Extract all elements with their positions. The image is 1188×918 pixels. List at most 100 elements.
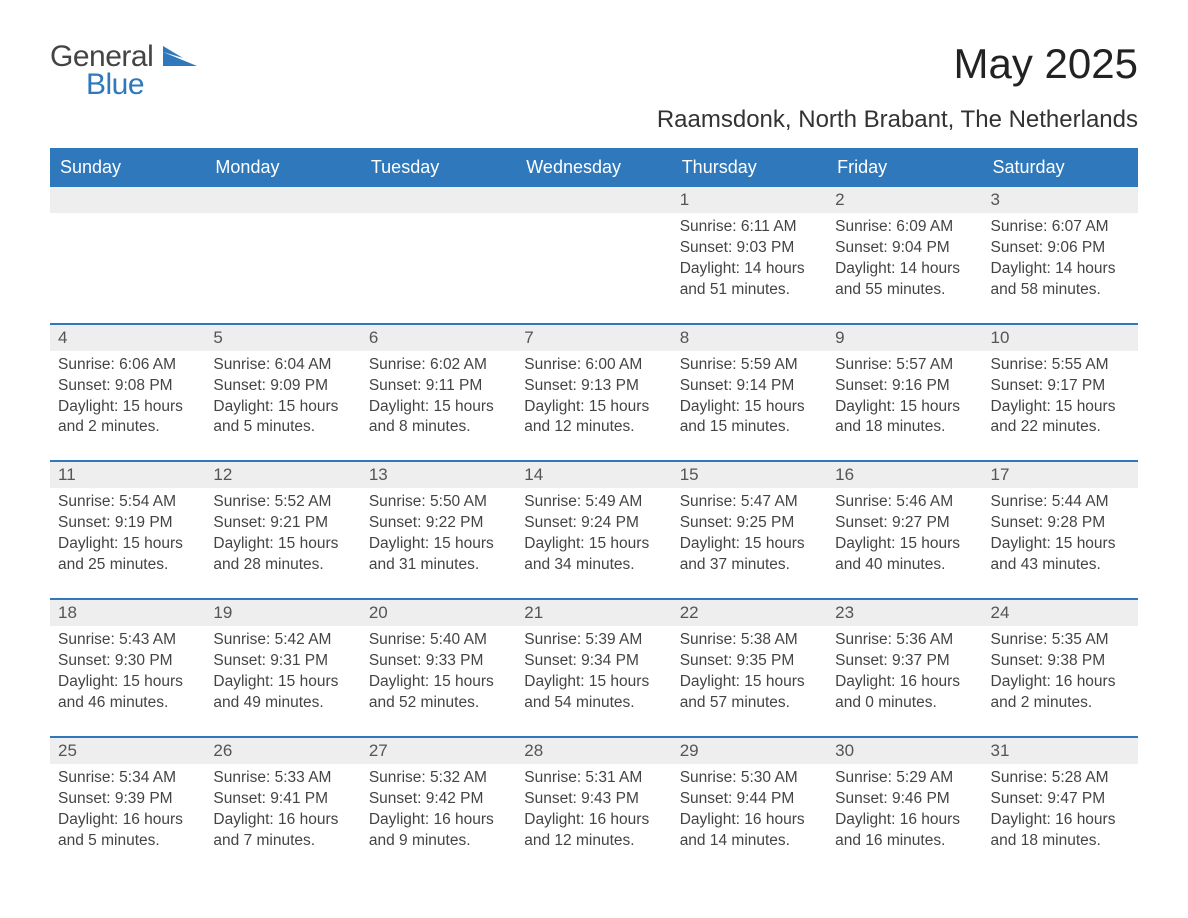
daylight-line2: and 16 minutes. [835,831,974,852]
day-data: Sunrise: 5:30 AMSunset: 9:44 PMDaylight:… [672,764,827,874]
day-number: 17 [983,460,1138,488]
day-number: 19 [205,598,360,626]
daylight-line2: and 34 minutes. [524,555,663,576]
daylight-line1: Daylight: 15 hours [213,672,352,693]
day-data: Sunrise: 5:54 AMSunset: 9:19 PMDaylight:… [50,488,205,598]
day-data: Sunrise: 5:49 AMSunset: 9:24 PMDaylight:… [516,488,671,598]
daylight-line2: and 15 minutes. [680,417,819,438]
sunset-text: Sunset: 9:44 PM [680,789,819,810]
sunrise-text: Sunrise: 5:44 AM [991,492,1130,513]
sunset-text: Sunset: 9:25 PM [680,513,819,534]
daylight-line2: and 31 minutes. [369,555,508,576]
calendar-day-cell: 16Sunrise: 5:46 AMSunset: 9:27 PMDayligh… [827,460,982,598]
daylight-line1: Daylight: 15 hours [835,397,974,418]
calendar-day-cell: 29Sunrise: 5:30 AMSunset: 9:44 PMDayligh… [672,736,827,874]
weekday-header: Wednesday [516,149,671,185]
sunset-text: Sunset: 9:17 PM [991,376,1130,397]
sunset-text: Sunset: 9:41 PM [213,789,352,810]
sunrise-text: Sunrise: 6:11 AM [680,217,819,238]
day-number: 7 [516,323,671,351]
sunset-text: Sunset: 9:30 PM [58,651,197,672]
header-row: General Blue May 2025 Raamsdonk, North B… [50,40,1138,134]
weekday-header: Friday [827,149,982,185]
day-data: Sunrise: 5:36 AMSunset: 9:37 PMDaylight:… [827,626,982,736]
day-data: Sunrise: 5:31 AMSunset: 9:43 PMDaylight:… [516,764,671,874]
day-data: Sunrise: 6:06 AMSunset: 9:08 PMDaylight:… [50,351,205,461]
day-number: 31 [983,736,1138,764]
daylight-line1: Daylight: 16 hours [680,810,819,831]
sunrise-text: Sunrise: 6:04 AM [213,355,352,376]
day-number: 1 [672,185,827,213]
day-data: Sunrise: 5:47 AMSunset: 9:25 PMDaylight:… [672,488,827,598]
daylight-line2: and 5 minutes. [213,417,352,438]
day-number: 30 [827,736,982,764]
sunset-text: Sunset: 9:09 PM [213,376,352,397]
daylight-line1: Daylight: 15 hours [369,672,508,693]
daylight-line1: Daylight: 15 hours [524,672,663,693]
sunset-text: Sunset: 9:14 PM [680,376,819,397]
calendar-day-cell: 1Sunrise: 6:11 AMSunset: 9:03 PMDaylight… [672,185,827,323]
day-number: 24 [983,598,1138,626]
day-number: 22 [672,598,827,626]
sunrise-text: Sunrise: 5:39 AM [524,630,663,651]
day-data: Sunrise: 5:33 AMSunset: 9:41 PMDaylight:… [205,764,360,874]
daylight-line2: and 49 minutes. [213,693,352,714]
daylight-line1: Daylight: 15 hours [213,534,352,555]
sunrise-text: Sunrise: 5:59 AM [680,355,819,376]
sunrise-text: Sunrise: 5:54 AM [58,492,197,513]
daylight-line1: Daylight: 15 hours [58,672,197,693]
daylight-line2: and 25 minutes. [58,555,197,576]
sunrise-text: Sunrise: 5:57 AM [835,355,974,376]
day-data: Sunrise: 6:09 AMSunset: 9:04 PMDaylight:… [827,213,982,323]
sunset-text: Sunset: 9:11 PM [369,376,508,397]
weekday-header: Monday [205,149,360,185]
daylight-line2: and 46 minutes. [58,693,197,714]
sunset-text: Sunset: 9:34 PM [524,651,663,672]
daylight-line1: Daylight: 14 hours [991,259,1130,280]
calendar-day-cell: 20Sunrise: 5:40 AMSunset: 9:33 PMDayligh… [361,598,516,736]
day-number: 5 [205,323,360,351]
logo-flag-icon [163,40,197,74]
calendar-day-cell [516,185,671,323]
sunrise-text: Sunrise: 5:52 AM [213,492,352,513]
daylight-line2: and 18 minutes. [991,831,1130,852]
daylight-line2: and 58 minutes. [991,280,1130,301]
day-data-empty [50,213,205,321]
calendar-week-row: 18Sunrise: 5:43 AMSunset: 9:30 PMDayligh… [50,598,1138,736]
sunset-text: Sunset: 9:16 PM [835,376,974,397]
day-data: Sunrise: 6:04 AMSunset: 9:09 PMDaylight:… [205,351,360,461]
day-number: 8 [672,323,827,351]
daylight-line2: and 2 minutes. [991,693,1130,714]
day-number: 14 [516,460,671,488]
sunrise-text: Sunrise: 5:35 AM [991,630,1130,651]
sunset-text: Sunset: 9:47 PM [991,789,1130,810]
calendar-day-cell: 26Sunrise: 5:33 AMSunset: 9:41 PMDayligh… [205,736,360,874]
sunset-text: Sunset: 9:22 PM [369,513,508,534]
day-number: 4 [50,323,205,351]
calendar-day-cell: 28Sunrise: 5:31 AMSunset: 9:43 PMDayligh… [516,736,671,874]
sunset-text: Sunset: 9:33 PM [369,651,508,672]
sunrise-text: Sunrise: 5:40 AM [369,630,508,651]
sunrise-text: Sunrise: 5:42 AM [213,630,352,651]
day-number: 29 [672,736,827,764]
sunset-text: Sunset: 9:19 PM [58,513,197,534]
day-data: Sunrise: 5:28 AMSunset: 9:47 PMDaylight:… [983,764,1138,874]
sunset-text: Sunset: 9:28 PM [991,513,1130,534]
daylight-line1: Daylight: 15 hours [213,397,352,418]
sunset-text: Sunset: 9:46 PM [835,789,974,810]
weekday-header: Tuesday [361,149,516,185]
daylight-line2: and 22 minutes. [991,417,1130,438]
daylight-line1: Daylight: 15 hours [680,397,819,418]
day-data: Sunrise: 5:34 AMSunset: 9:39 PMDaylight:… [50,764,205,874]
sunrise-text: Sunrise: 6:06 AM [58,355,197,376]
calendar-day-cell: 5Sunrise: 6:04 AMSunset: 9:09 PMDaylight… [205,323,360,461]
page-title: May 2025 [657,40,1138,88]
calendar-week-row: 25Sunrise: 5:34 AMSunset: 9:39 PMDayligh… [50,736,1138,874]
sunrise-text: Sunrise: 6:07 AM [991,217,1130,238]
sunset-text: Sunset: 9:13 PM [524,376,663,397]
daylight-line1: Daylight: 15 hours [58,397,197,418]
day-data: Sunrise: 5:38 AMSunset: 9:35 PMDaylight:… [672,626,827,736]
sunset-text: Sunset: 9:31 PM [213,651,352,672]
sunrise-text: Sunrise: 6:00 AM [524,355,663,376]
day-number: 2 [827,185,982,213]
